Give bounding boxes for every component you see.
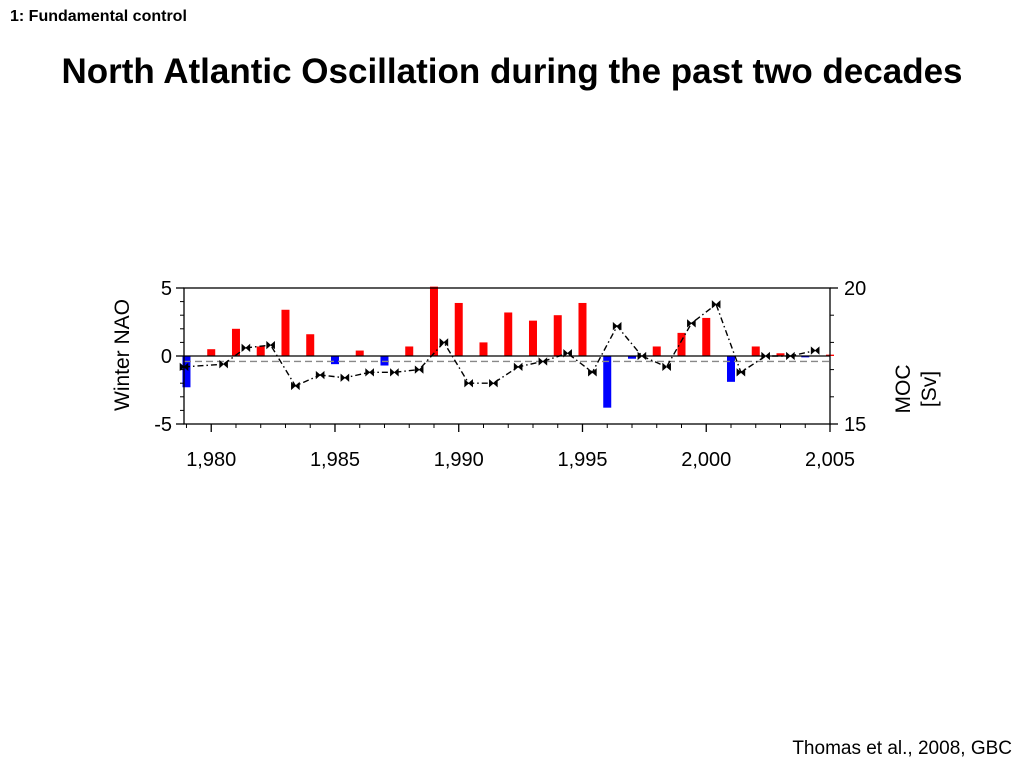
moc-point-9 <box>414 365 424 374</box>
moc-point-15 <box>563 349 572 358</box>
moc-point-14 <box>538 357 548 366</box>
moc-point-18 <box>637 351 647 361</box>
nao-bar-1989 <box>429 286 438 356</box>
nao-bar-1993 <box>528 320 537 356</box>
nao-bar-1981 <box>231 328 240 356</box>
moc-point-17 <box>612 321 622 331</box>
x-tick-label-2000: 2,000 <box>681 449 731 471</box>
nao-bar-1986 <box>355 350 364 356</box>
x-tick-label-1985: 1,985 <box>310 449 360 471</box>
y-right-tick-label-20: 20 <box>844 278 866 300</box>
nao-bar-2000 <box>702 317 711 356</box>
y-left-tick-label-0: 0 <box>161 346 172 368</box>
slide-title: North Atlantic Oscillation during the pa… <box>61 52 963 91</box>
nao-bar-1990 <box>454 302 463 356</box>
left-axis-title: Winter NAO <box>111 299 134 411</box>
moc-point-22 <box>736 368 746 377</box>
nao-bar-1998 <box>652 346 661 356</box>
nao-bar-1997 <box>627 356 636 359</box>
y-right-tick-label-15: 15 <box>844 414 866 436</box>
x-tick-label-2005: 2,005 <box>805 449 855 471</box>
citation: Thomas et al., 2008, GBC <box>792 738 1012 759</box>
moc-line <box>183 303 816 387</box>
nao-bar-2003 <box>776 353 785 356</box>
nao-bar-1994 <box>553 315 562 356</box>
nao-bar-2001 <box>726 356 735 382</box>
y-left-tick-label-5: 5 <box>161 278 172 300</box>
section-label: 1: Fundamental control <box>10 8 187 25</box>
nao-bar-1996 <box>603 356 612 408</box>
moc-point-16 <box>588 368 597 377</box>
moc-point-1 <box>219 359 228 369</box>
x-tick-label-1980: 1,980 <box>186 449 236 471</box>
nao-bar-1991 <box>479 342 488 356</box>
nao-bar-1992 <box>504 312 513 356</box>
right-axis-title-line-1: MOC <box>892 365 915 414</box>
nao-bar-1985 <box>330 356 339 365</box>
moc-point-11 <box>464 379 473 388</box>
right-axis-title-line-2: [Sv] <box>918 371 941 407</box>
moc-point-20 <box>687 319 696 328</box>
nao-bar-2004 <box>801 356 810 358</box>
moc-point-7 <box>365 368 374 377</box>
moc-point-19 <box>662 362 671 372</box>
moc-point-21 <box>711 300 721 309</box>
nao-bar-1988 <box>405 346 414 356</box>
moc-point-3 <box>266 340 275 350</box>
moc-point-6 <box>340 373 350 382</box>
moc-point-25 <box>810 346 820 355</box>
moc-point-13 <box>513 362 523 372</box>
moc-point-23 <box>761 351 770 361</box>
x-tick-label-1990: 1,990 <box>434 449 484 471</box>
moc-point-5 <box>315 370 325 380</box>
nao-bar-1980 <box>207 349 216 356</box>
nao-bar-1995 <box>578 302 587 356</box>
nao-bar-1987 <box>380 356 389 366</box>
moc-point-4 <box>291 381 300 391</box>
moc-point-24 <box>786 351 795 361</box>
moc-point-10 <box>439 338 449 347</box>
nao-bar-2002 <box>751 346 760 356</box>
y-left-tick-label--5: -5 <box>154 414 172 436</box>
moc-point-2 <box>241 343 251 353</box>
nao-bar-1979 <box>182 356 191 388</box>
nao-bar-1984 <box>306 334 315 356</box>
x-tick-label-1995: 1,995 <box>557 449 607 471</box>
nao-bar-1999 <box>677 332 686 356</box>
moc-point-8 <box>390 368 399 377</box>
nao-bar-1983 <box>281 309 290 356</box>
moc-point-12 <box>489 379 498 388</box>
nao-bar-1982 <box>256 346 265 356</box>
